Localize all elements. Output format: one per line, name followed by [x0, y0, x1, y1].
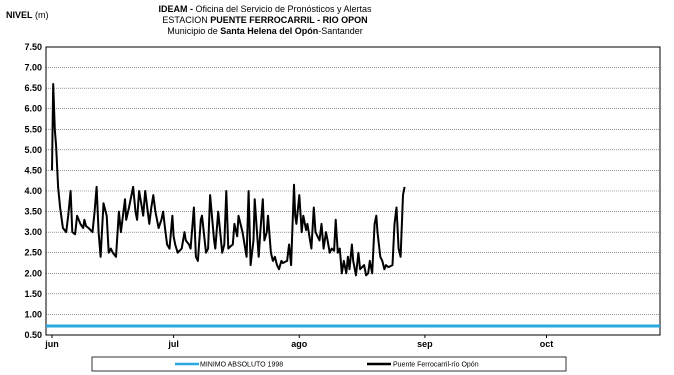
- plot-frame: [45, 46, 661, 336]
- chart-title-line3: Municipio de Santa Helena del Opón-Santa…: [167, 26, 363, 36]
- x-tick-label: oct: [540, 339, 554, 349]
- y-tick-label: 5.00: [24, 145, 42, 155]
- series-layer: [46, 83, 660, 328]
- y-tick-label: 0.50: [24, 330, 42, 340]
- x-tick-label: jun: [44, 339, 59, 349]
- y-tick-label: 4.50: [24, 165, 42, 175]
- y-tick-label: 3.50: [24, 207, 42, 217]
- x-tick-label: ago: [291, 339, 308, 349]
- legend-label: MINIMO ABSOLUTO 1998: [200, 362, 283, 369]
- y-tick-label: 4.00: [24, 186, 42, 196]
- legend-label: Puente Ferrocarril-río Opón: [393, 362, 479, 369]
- y-tick-label: 3.00: [24, 227, 42, 237]
- y-tick-labels: 7.50 7.00 6.50 6.00 5.50 5.00 4.50 4.00 3.50 3.00…: [24, 42, 42, 340]
- y-tick-label: 2.00: [24, 268, 42, 278]
- y-tick-label: 7.50: [24, 42, 42, 52]
- legend-box: [91, 356, 567, 372]
- y-tick-label: 6.00: [24, 104, 42, 114]
- chart-title-block: IDEAM - Oficina del Servicio de Pronósti…: [100, 4, 430, 37]
- y-tick-label: 1.00: [24, 309, 42, 319]
- x-tick-label: jul: [167, 339, 179, 349]
- y-tick-label: 2.50: [24, 248, 42, 258]
- chart-title-line1: IDEAM - Oficina del Servicio de Pronósti…: [158, 4, 372, 14]
- x-tick-labels: jun jul ago sep oct: [44, 335, 553, 349]
- y-tick-label: 1.50: [24, 289, 42, 299]
- y-tick-label: 7.00: [24, 63, 42, 73]
- series-nivel-line: [51, 83, 406, 277]
- y-axis-title: NIVEL (m): [6, 10, 49, 20]
- chart-title-line2: ESTACION PUENTE FERROCARRIL - RIO OPON: [162, 15, 368, 25]
- legend: MINIMO ABSOLUTO 1998 Puente Ferrocarril-r…: [91, 356, 567, 372]
- y-tick-label: 6.50: [24, 83, 42, 93]
- y-tick-label: 5.50: [24, 124, 42, 134]
- x-tick-label: sep: [417, 339, 433, 349]
